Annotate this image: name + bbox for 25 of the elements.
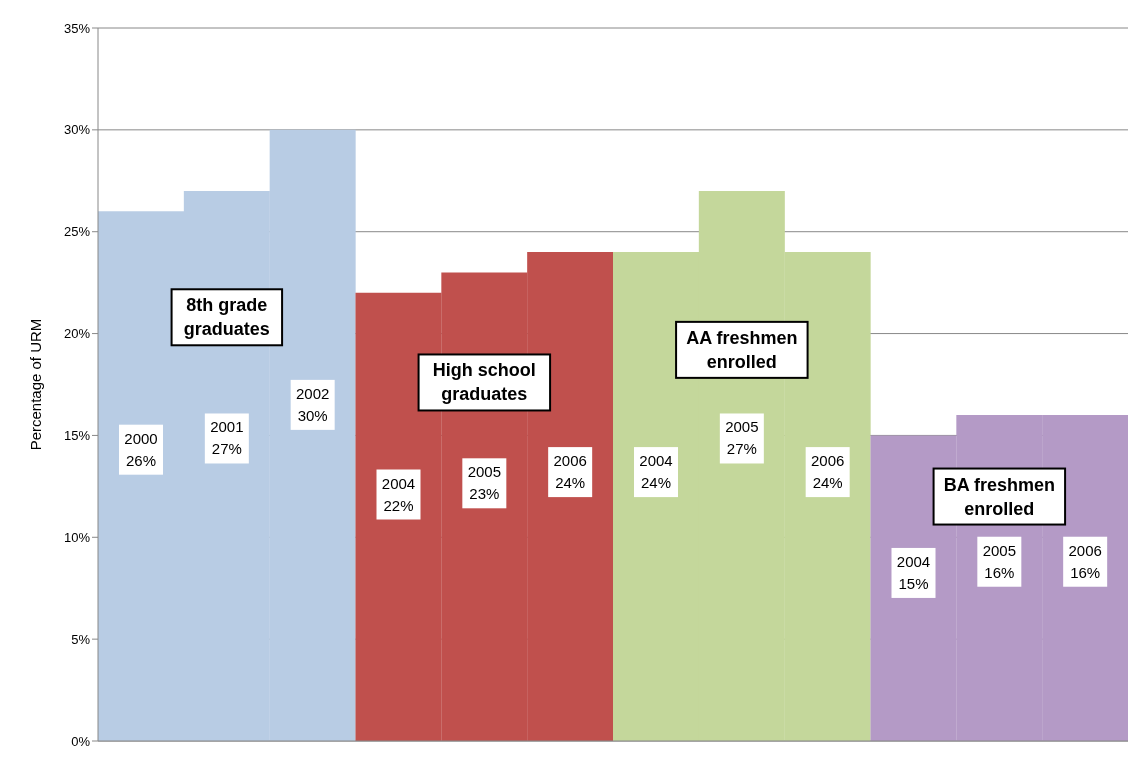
series-label: High school graduates [432, 360, 536, 405]
series-label: 8th grade graduates [183, 295, 270, 340]
data-label: 2005 27% [725, 418, 759, 458]
y-tick-label: 25% [63, 224, 91, 240]
series-label: AA freshmen enrolled [686, 327, 798, 372]
data-label: 2000 26% [124, 429, 158, 469]
y-tick-label: 10% [63, 529, 91, 545]
data-label: 2006 24% [810, 452, 845, 492]
y-tick-label: 20% [63, 326, 91, 342]
y-tick-label: 5% [71, 631, 91, 647]
series-label: BA freshmen enrolled [943, 474, 1056, 519]
data-label: 2005 23% [467, 463, 502, 503]
data-label: 2006 16% [1068, 541, 1102, 581]
data-label: 2004 15% [896, 552, 931, 592]
y-axis-title: Percentage of URM [27, 318, 45, 451]
data-label: 2001 27% [210, 418, 244, 458]
y-tick-label: 0% [71, 733, 91, 749]
data-label: 2004 24% [639, 452, 673, 492]
y-tick-label: 35% [63, 20, 91, 36]
data-label: 2006 24% [553, 452, 587, 492]
y-tick-label: 30% [63, 122, 91, 138]
data-label: 2002 30% [295, 384, 330, 424]
y-tick-label: 15% [63, 428, 91, 444]
data-label: 2004 22% [381, 474, 416, 514]
data-label: 2005 16% [982, 541, 1017, 581]
